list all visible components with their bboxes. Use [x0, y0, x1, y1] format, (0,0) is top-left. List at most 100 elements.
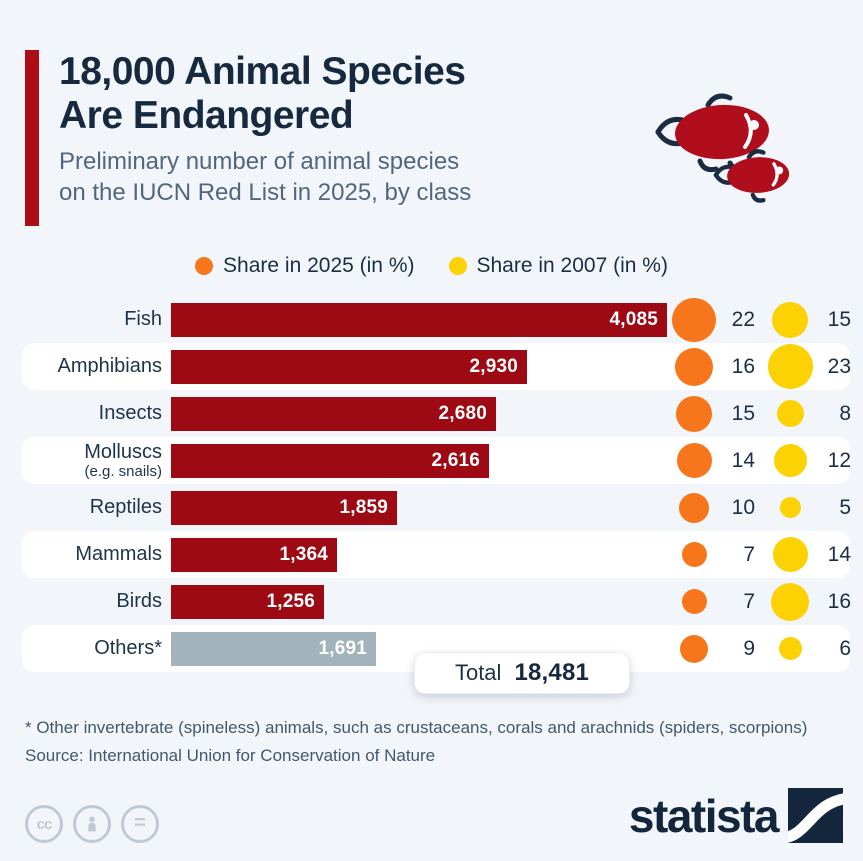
bar-area: 2,930	[171, 349, 671, 384]
chart-row-amphibians: Amphibians 2,930 16 23	[22, 343, 851, 390]
title-block: 18,000 Animal Species Are Endangered Prel…	[59, 50, 471, 226]
page-subtitle: Preliminary number of animal species on t…	[59, 148, 472, 207]
footnote: * Other invertebrate (spineless) animals…	[25, 718, 808, 737]
share-2007-value: 15	[827, 307, 851, 331]
share-2007-dot-icon	[773, 444, 807, 477]
category-label: Fish	[124, 308, 162, 331]
no-derivatives-icon: =	[121, 805, 159, 843]
attribution-person-icon	[73, 805, 111, 843]
bar-chart: Fish 4,085 22 15 Amphibians 2,930 16 23 Insects 2…	[22, 296, 851, 672]
legend-item-2007: Share in 2007 (in %)	[448, 254, 668, 278]
species-count-bar: 1,691	[171, 631, 376, 666]
total-box: Total 18,481	[414, 652, 630, 694]
share-2025-circle	[671, 443, 717, 478]
share-2007-dot-icon	[772, 301, 808, 338]
page-title: 18,000 Animal Species Are Endangered	[59, 50, 466, 137]
legend-item-2025: Share in 2025 (in %)	[195, 254, 415, 278]
share-2007-circle	[767, 400, 813, 427]
share-2025-value: 16	[731, 354, 755, 378]
share-2025-dot-icon	[676, 443, 712, 478]
chart-row-reptiles: Reptiles 1,859 10 5	[22, 484, 851, 531]
species-count-bar: 4,085	[171, 302, 667, 337]
legend-label-2025: Share in 2025 (in %)	[223, 254, 415, 277]
chart-legend: Share in 2025 (in %) Share in 2007 (in %…	[0, 254, 863, 278]
creative-commons-icon: cc	[25, 805, 63, 843]
share-2025-circle	[671, 297, 717, 342]
share-2025-circle	[671, 634, 717, 663]
share-2007-value: 12	[827, 448, 851, 472]
statista-logo-icon	[788, 788, 843, 843]
bar-area: 4,085	[171, 302, 671, 337]
footer: cc = statista	[25, 788, 843, 843]
header: 18,000 Animal Species Are Endangered Prel…	[0, 0, 863, 226]
bar-area: 1,256	[171, 584, 671, 619]
chart-row-others: Others* 1,691 9 6	[22, 625, 851, 672]
share-2007-value: 6	[839, 636, 851, 660]
share-2007-circle	[767, 537, 813, 572]
share-2007-dot-icon	[772, 537, 808, 572]
total-label: Total	[454, 660, 502, 685]
category-label: Amphibians	[57, 355, 162, 378]
category-label: Reptiles	[89, 496, 162, 519]
legend-dot-2007-icon	[448, 257, 467, 275]
share-2025-dot-icon	[675, 347, 713, 386]
share-2025-dot-icon	[676, 395, 712, 432]
share-2007-value: 14	[827, 542, 851, 566]
bar-area: 2,680	[171, 396, 671, 431]
share-2007-circle	[767, 301, 813, 338]
share-2007-dot-icon	[776, 400, 804, 427]
share-2007-circle	[767, 444, 813, 477]
statista-logo: statista	[629, 788, 843, 843]
license-icons: cc =	[25, 805, 159, 843]
share-2025-value: 14	[731, 448, 755, 472]
species-count-bar: 2,616	[171, 443, 489, 478]
category-label: Mammals	[75, 543, 162, 566]
share-2025-dot-icon	[672, 297, 716, 342]
chart-row-molluscs: Molluscs (e.g. snails) 2,616 14 12	[22, 437, 851, 484]
share-2025-dot-icon	[681, 542, 707, 567]
share-2007-value: 8	[839, 401, 851, 425]
bar-value-label: 1,691	[318, 637, 367, 659]
share-2007-dot-icon	[779, 497, 801, 518]
legend-label-2007: Share in 2007 (in %)	[476, 254, 668, 277]
share-2007-value: 23	[827, 354, 851, 378]
share-2025-value: 7	[743, 589, 755, 613]
share-2025-dot-icon	[679, 492, 709, 523]
fish-icon	[655, 93, 790, 203]
share-2025-circle	[671, 542, 717, 567]
bar-value-label: 1,859	[339, 496, 388, 518]
share-2007-dot-icon	[778, 637, 802, 660]
share-2025-value: 9	[743, 636, 755, 660]
chart-row-insects: Insects 2,680 15 8	[22, 390, 851, 437]
share-2025-circle	[671, 347, 717, 386]
share-2025-value: 15	[731, 401, 755, 425]
bar-value-label: 1,256	[266, 590, 315, 612]
share-2025-value: 10	[731, 495, 755, 519]
statista-logo-text: statista	[628, 789, 780, 842]
share-2007-value: 5	[839, 495, 851, 519]
share-2025-circle	[671, 492, 717, 523]
share-2007-value: 16	[827, 589, 851, 613]
total-value: 18,481	[514, 659, 590, 686]
species-count-bar: 1,256	[171, 584, 324, 619]
chart-row-mammals: Mammals 1,364 7 14	[22, 531, 851, 578]
legend-dot-2025-icon	[195, 257, 214, 275]
share-2025-value: 7	[743, 542, 755, 566]
share-2025-value: 22	[731, 307, 755, 331]
bar-area: 1,691	[171, 631, 671, 666]
bar-value-label: 2,930	[469, 355, 518, 377]
bar-value-label: 2,680	[438, 402, 487, 424]
share-2007-circle	[767, 497, 813, 518]
chart-row-birds: Birds 1,256 7 16	[22, 578, 851, 625]
chart-row-fish: Fish 4,085 22 15	[22, 296, 851, 343]
category-label: Birds	[116, 590, 162, 613]
bar-area: 1,859	[171, 490, 671, 525]
share-2007-dot-icon	[767, 344, 813, 389]
share-2007-circle	[767, 637, 813, 660]
title-accent-bar	[25, 50, 39, 226]
share-2025-circle	[671, 395, 717, 432]
share-2025-circle	[671, 589, 717, 614]
share-2025-dot-icon	[680, 634, 708, 663]
bar-area: 2,616	[171, 443, 671, 478]
